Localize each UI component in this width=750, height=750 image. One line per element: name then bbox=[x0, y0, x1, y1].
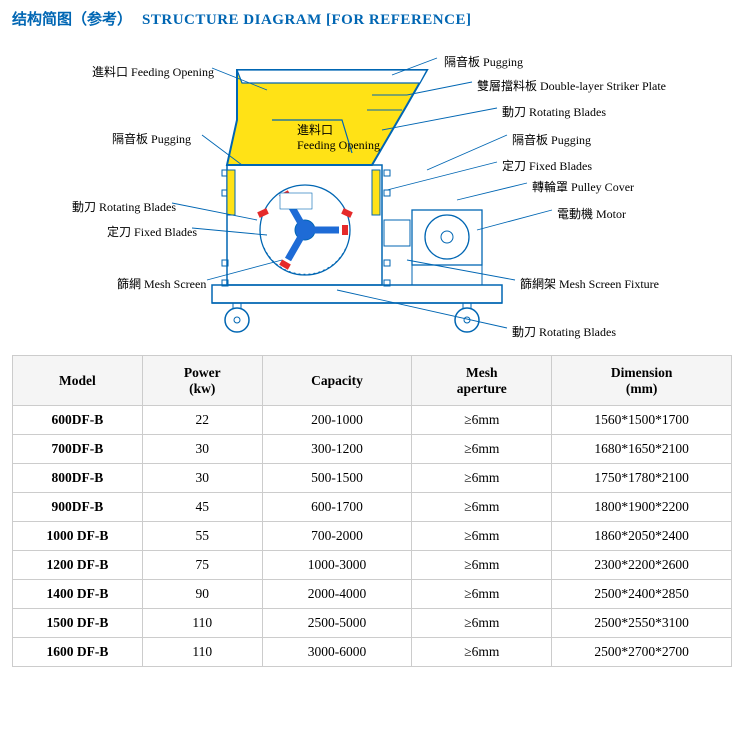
cell: ≥6mm bbox=[412, 493, 552, 522]
label-pugging: 隔音板 Pugging bbox=[444, 53, 523, 70]
label-pulley_cover: 轉輪罩 Pulley Cover bbox=[532, 178, 634, 195]
cell: ≥6mm bbox=[412, 609, 552, 638]
table-row: 800DF-B30500-1500≥6mm1750*1780*2100 bbox=[13, 464, 732, 493]
cell: 500-1500 bbox=[262, 464, 412, 493]
structure-diagram: 進料口 Feeding Opening 隔音板 Pugging 雙層擋料板 Doub… bbox=[12, 35, 732, 345]
cell: 800DF-B bbox=[13, 464, 143, 493]
label-feeding_opening_2: 進料口Feeding Opening bbox=[297, 121, 380, 153]
col-1: Power(kw) bbox=[142, 356, 262, 406]
cell: 1860*2050*2400 bbox=[552, 522, 732, 551]
cell: ≥6mm bbox=[412, 435, 552, 464]
label-mesh_screen: 篩網 Mesh Screen bbox=[117, 275, 206, 292]
cell: 45 bbox=[142, 493, 262, 522]
label-rotating_blades: 動刀 Rotating Blades bbox=[512, 323, 616, 340]
cell: 700DF-B bbox=[13, 435, 143, 464]
cell: ≥6mm bbox=[412, 406, 552, 435]
title-cn: 结构简图（参考） bbox=[12, 8, 132, 29]
cell: 55 bbox=[142, 522, 262, 551]
cell: 2500*2550*3100 bbox=[552, 609, 732, 638]
cell: 2500*2400*2850 bbox=[552, 580, 732, 609]
cell: 2500-5000 bbox=[262, 609, 412, 638]
diagram-title: 结构简图（参考） STRUCTURE DIAGRAM [FOR REFERENC… bbox=[12, 8, 738, 29]
table-row: 600DF-B22200-1000≥6mm1560*1500*1700 bbox=[13, 406, 732, 435]
cell: 3000-6000 bbox=[262, 638, 412, 667]
cell: 110 bbox=[142, 638, 262, 667]
cell: 30 bbox=[142, 435, 262, 464]
label-mesh_fixture: 篩網架 Mesh Screen Fixture bbox=[520, 275, 659, 292]
table-row: 700DF-B30300-1200≥6mm1680*1650*2100 bbox=[13, 435, 732, 464]
cell: ≥6mm bbox=[412, 638, 552, 667]
cell: 1500 DF-B bbox=[13, 609, 143, 638]
label-fixed_blades: 定刀 Fixed Blades bbox=[107, 223, 197, 240]
cell: 600DF-B bbox=[13, 406, 143, 435]
label-pugging: 隔音板 Pugging bbox=[512, 131, 591, 148]
label-feeding_opening: 進料口 Feeding Opening bbox=[92, 63, 214, 80]
cell: 1800*1900*2200 bbox=[552, 493, 732, 522]
col-0: Model bbox=[13, 356, 143, 406]
cell: 2300*2200*2600 bbox=[552, 551, 732, 580]
cell: 1600 DF-B bbox=[13, 638, 143, 667]
cell: ≥6mm bbox=[412, 580, 552, 609]
col-4: Dimension(mm) bbox=[552, 356, 732, 406]
label-striker_plate: 雙層擋料板 Double-layer Striker Plate bbox=[477, 77, 666, 94]
col-3: Meshaperture bbox=[412, 356, 552, 406]
cell: 2000-4000 bbox=[262, 580, 412, 609]
cell: 1000-3000 bbox=[262, 551, 412, 580]
cell: 1400 DF-B bbox=[13, 580, 143, 609]
table-row: 1000 DF-B55700-2000≥6mm1860*2050*2400 bbox=[13, 522, 732, 551]
table-row: 900DF-B45600-1700≥6mm1800*1900*2200 bbox=[13, 493, 732, 522]
table-row: 1200 DF-B751000-3000≥6mm2300*2200*2600 bbox=[13, 551, 732, 580]
cell: ≥6mm bbox=[412, 551, 552, 580]
cell: 600-1700 bbox=[262, 493, 412, 522]
cell: 700-2000 bbox=[262, 522, 412, 551]
col-2: Capacity bbox=[262, 356, 412, 406]
cell: 900DF-B bbox=[13, 493, 143, 522]
table-row: 1600 DF-B1103000-6000≥6mm2500*2700*2700 bbox=[13, 638, 732, 667]
cell: 1750*1780*2100 bbox=[552, 464, 732, 493]
spec-table: ModelPower(kw)CapacityMeshapertureDimens… bbox=[12, 355, 732, 667]
cell: 30 bbox=[142, 464, 262, 493]
label-fixed_blades: 定刀 Fixed Blades bbox=[502, 157, 592, 174]
cell: 1000 DF-B bbox=[13, 522, 143, 551]
cell: 1560*1500*1700 bbox=[552, 406, 732, 435]
title-en: STRUCTURE DIAGRAM [FOR REFERENCE] bbox=[142, 12, 471, 29]
table-row: 1500 DF-B1102500-5000≥6mm2500*2550*3100 bbox=[13, 609, 732, 638]
cell: 90 bbox=[142, 580, 262, 609]
label-motor: 電動機 Motor bbox=[557, 205, 626, 222]
cell: ≥6mm bbox=[412, 522, 552, 551]
label-rotating_blades: 動刀 Rotating Blades bbox=[72, 198, 176, 215]
cell: 110 bbox=[142, 609, 262, 638]
cell: 75 bbox=[142, 551, 262, 580]
cell: 2500*2700*2700 bbox=[552, 638, 732, 667]
cell: 300-1200 bbox=[262, 435, 412, 464]
table-row: 1400 DF-B902000-4000≥6mm2500*2400*2850 bbox=[13, 580, 732, 609]
label-pugging: 隔音板 Pugging bbox=[112, 130, 191, 147]
cell: ≥6mm bbox=[412, 464, 552, 493]
cell: 1680*1650*2100 bbox=[552, 435, 732, 464]
cell: 1200 DF-B bbox=[13, 551, 143, 580]
cell: 22 bbox=[142, 406, 262, 435]
label-rotating_blades: 動刀 Rotating Blades bbox=[502, 103, 606, 120]
cell: 200-1000 bbox=[262, 406, 412, 435]
